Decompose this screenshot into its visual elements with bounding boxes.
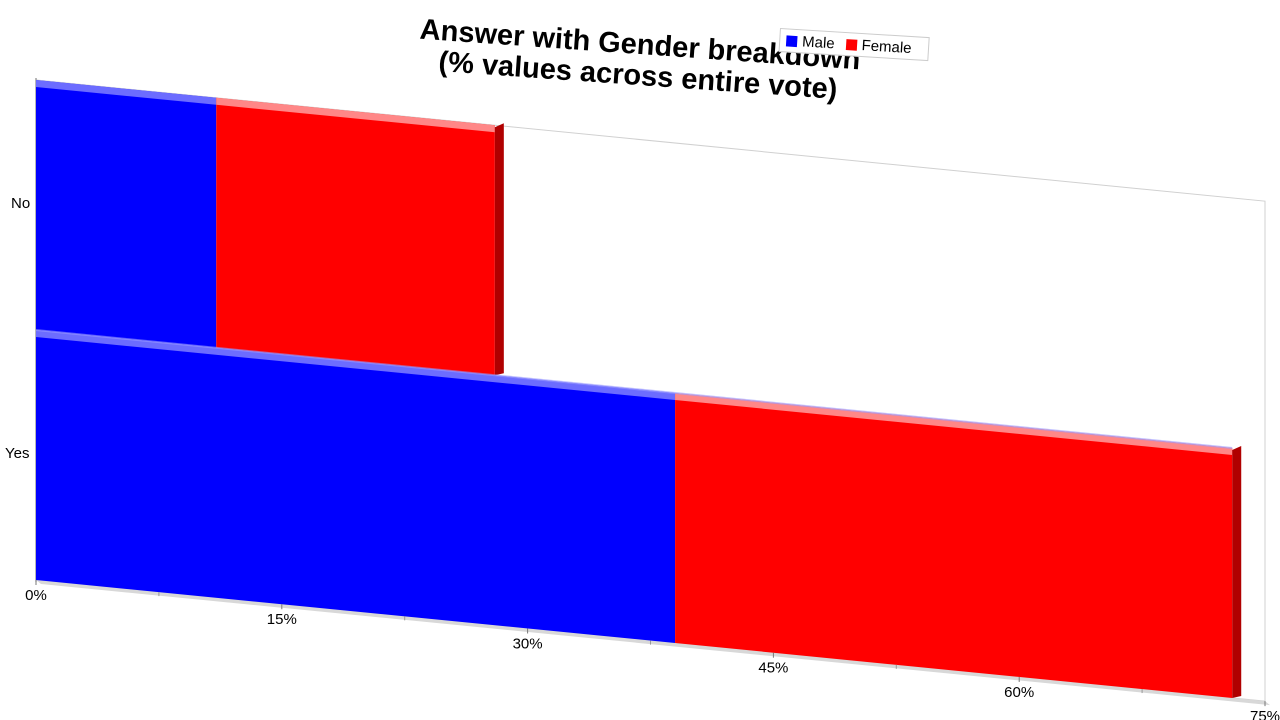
bar-endcap-no	[494, 123, 504, 376]
x-tick-label-3: 45%	[758, 660, 788, 677]
x-tick-label-2: 30%	[513, 635, 543, 652]
x-tick-label-4: 60%	[1004, 684, 1034, 701]
x-axis-floor	[36, 580, 1270, 706]
bar-no-female	[216, 97, 495, 376]
x-tick-label-0: 0%	[25, 587, 47, 604]
legend-label-male: Male	[801, 32, 836, 52]
legend-swatch-male	[785, 34, 798, 47]
bar-yes-female	[675, 393, 1233, 698]
bar-bevel-yes-female	[675, 393, 1233, 455]
bar-yes-male	[36, 330, 676, 644]
legend-label-female: Female	[861, 36, 913, 57]
bar-no-male	[36, 80, 217, 348]
y-category-label-no: No	[11, 195, 31, 212]
legend-swatch-female	[845, 38, 857, 51]
bar-endcap-yes	[1232, 445, 1242, 698]
bar-bevel-no-male	[36, 80, 217, 105]
x-tick-label-1: 15%	[267, 611, 297, 628]
category-divider	[35, 329, 1233, 449]
bar-bevel-no-female	[216, 97, 495, 133]
bar-bevel-yes-male	[36, 330, 676, 401]
y-category-label-yes: Yes	[5, 445, 30, 462]
x-tick-label-5: 75%	[1250, 708, 1280, 720]
